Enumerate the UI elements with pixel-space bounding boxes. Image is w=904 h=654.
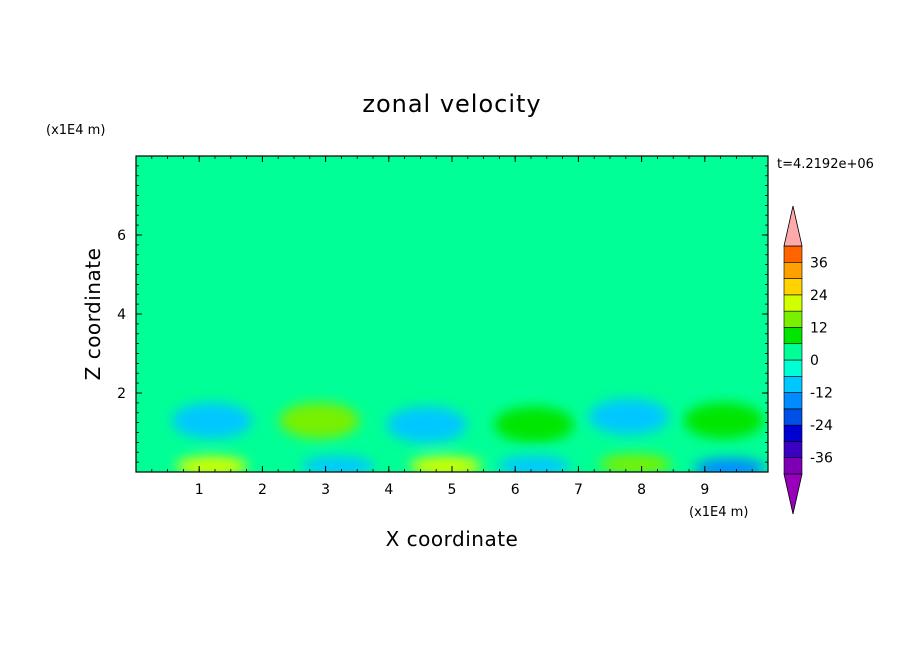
colorbar-segment [783, 343, 803, 361]
colorbar-segment [783, 278, 803, 296]
colorbar-tick-label: -36 [810, 451, 833, 467]
x-tick-label: 2 [258, 482, 267, 498]
field-cell [588, 398, 669, 435]
field-cell [599, 454, 672, 472]
colorbar-segment [783, 245, 803, 263]
x-tick-label: 7 [574, 482, 583, 498]
colorbar-segment [783, 424, 803, 442]
colorbar-tick-label: 0 [810, 353, 819, 369]
y-tick-label: 6 [117, 228, 126, 244]
x-tick-label: 3 [321, 482, 330, 498]
band-region [136, 278, 768, 311]
field-cell [409, 456, 482, 472]
colorbar-tick-label: 12 [810, 320, 828, 336]
field-cell [498, 456, 571, 472]
x-tick-label: 4 [384, 482, 393, 498]
field-cell [683, 402, 764, 439]
x-tick-label: 1 [195, 482, 204, 498]
colorbar-tick-label: -12 [810, 386, 833, 402]
y-unit-label: (x1E4 m) [46, 123, 105, 138]
x-axis-title: X coordinate [386, 527, 519, 551]
field-cell [494, 406, 575, 443]
contour-field [136, 156, 768, 472]
x-tick-label: 5 [448, 482, 457, 498]
colorbar-segment [783, 327, 803, 345]
colorbar: -36 -24 -12 0 12 24 36 [783, 205, 833, 515]
x-tick-label: 6 [511, 482, 520, 498]
y-axis: 2 4 6 [117, 165, 768, 463]
colorbar-tick-label: -24 [810, 418, 833, 434]
x-axis: 1 2 3 4 5 6 7 8 9 [151, 156, 753, 498]
x-tick-label: 8 [637, 482, 646, 498]
x-tick-label: 9 [700, 482, 709, 498]
time-label: t=4.2192e+06 [777, 157, 874, 172]
colorbar-low-extension [783, 473, 803, 515]
field-cell [694, 458, 767, 472]
field-cell [175, 456, 248, 472]
band-region [136, 353, 768, 390]
colorbar-segment [783, 441, 803, 459]
colorbar-segment [783, 457, 803, 475]
colorbar-high-extension [783, 205, 803, 247]
field-cell [302, 456, 375, 472]
colorbar-segment [783, 261, 803, 279]
y-axis-title: Z coordinate [81, 248, 105, 381]
colorbar-segment [783, 359, 803, 377]
field-cell [386, 406, 467, 443]
band-region [136, 171, 768, 200]
band-region [136, 223, 768, 275]
y-tick-label: 4 [117, 307, 126, 323]
colorbar-tick-label: 36 [810, 255, 828, 271]
colorbar-segment [783, 392, 803, 410]
colorbar-segment [783, 294, 803, 312]
y-tick-label: 2 [117, 386, 126, 402]
chart-title: zonal velocity [362, 90, 541, 118]
colorbar-segment [783, 310, 803, 328]
field-cell [171, 402, 252, 439]
colorbar-tick-label: 24 [810, 288, 828, 304]
field-cell [279, 402, 360, 439]
x-unit-label: (x1E4 m) [689, 505, 748, 520]
colorbar-segment [783, 375, 803, 393]
colorbar-segment [783, 408, 803, 426]
